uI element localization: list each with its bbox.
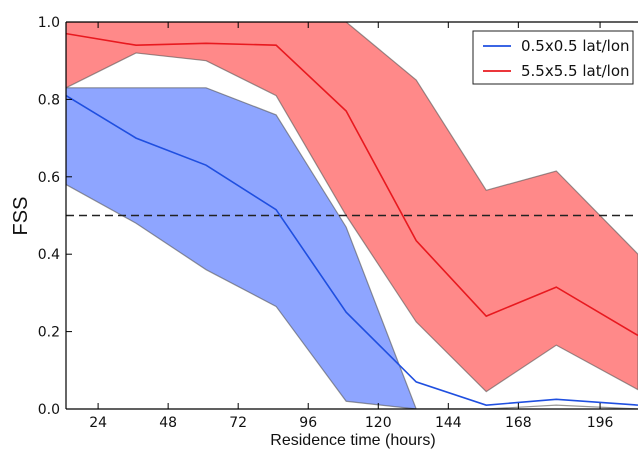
series-1-band xyxy=(66,87,638,409)
x-tick-label: 24 xyxy=(89,415,107,431)
x-tick-label: 196 xyxy=(587,415,614,431)
legend: 0.5x0.5 lat/lon 5.5x5.5 lat/lon xyxy=(472,30,634,85)
x-axis-title: Residence time (hours) xyxy=(270,432,435,449)
legend-label: 5.5x5.5 lat/lon xyxy=(521,62,630,80)
series-1-line xyxy=(66,94,638,406)
series-2-band xyxy=(66,22,638,393)
legend-label: 0.5x0.5 lat/lon xyxy=(521,37,630,55)
y-tick-label: 0.2 xyxy=(38,325,60,341)
x-tick-label: 120 xyxy=(365,415,392,431)
x-tick-label: 96 xyxy=(299,415,317,431)
uncertainty-bands xyxy=(66,22,638,409)
y-tick-label: 0.0 xyxy=(38,402,60,418)
y-axis-title: FSS xyxy=(10,197,32,236)
x-tick-label: 48 xyxy=(159,415,177,431)
x-tick-label: 72 xyxy=(229,415,247,431)
x-tick-label: 168 xyxy=(505,415,532,431)
y-tick-label: 0.8 xyxy=(38,92,60,108)
series-2-line xyxy=(66,32,638,337)
x-tick-label: 144 xyxy=(435,415,462,431)
y-tick-label: 0.4 xyxy=(38,247,60,263)
axis-ticks: 24 48 72 96 120 144 168 196 0.0 0.2 0.4 0.6 0.8 1.0 xyxy=(38,15,614,431)
plot-frame xyxy=(65,21,638,410)
series-lines xyxy=(66,32,638,406)
y-tick-label: 1.0 xyxy=(38,15,60,31)
y-tick-label: 0.6 xyxy=(38,170,60,186)
legend-box xyxy=(472,30,634,85)
